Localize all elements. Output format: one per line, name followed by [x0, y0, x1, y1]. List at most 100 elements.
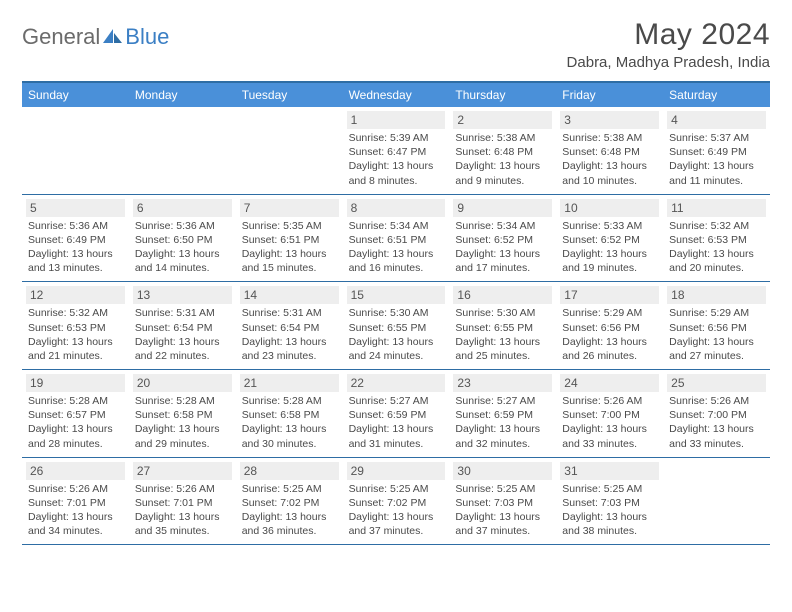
day-cell: 27 Sunrise: 5:26 AMSunset: 7:01 PMDayligh…	[129, 458, 236, 545]
empty-cell	[129, 107, 236, 194]
day-info: Sunrise: 5:28 AMSunset: 6:58 PMDaylight:…	[133, 394, 232, 451]
day-number: 27	[133, 462, 232, 480]
day-cell: 6Sunrise: 5:36 AMSunset: 6:50 PMDaylight…	[129, 195, 236, 282]
day-cell: 7Sunrise: 5:35 AMSunset: 6:51 PMDaylight…	[236, 195, 343, 282]
day-info: Sunrise: 5:28 AMSunset: 6:58 PMDaylight:…	[240, 394, 339, 451]
day-number: 24	[560, 374, 659, 392]
day-number: 16	[453, 286, 552, 304]
day-info: Sunrise: 5:31 AMSunset: 6:54 PMDaylight:…	[240, 306, 339, 363]
day-cell: 11 Sunrise: 5:32 AMSunset: 6:53 PMDayligh…	[663, 195, 770, 282]
day-info: Sunrise: 5:26 AMSunset: 7:01 PMDaylight:…	[26, 482, 125, 539]
day-number: 5	[26, 199, 125, 217]
day-number: 19	[26, 374, 125, 392]
day-cell: 30 Sunrise: 5:25 AMSunset: 7:03 PMDayligh…	[449, 458, 556, 545]
empty-cell	[663, 458, 770, 545]
day-cell: 23Sunrise: 5:27 AMSunset: 6:59 PMDayligh…	[449, 370, 556, 457]
logo: General Blue	[22, 18, 169, 50]
day-cell: 24 Sunrise: 5:26 AMSunset: 7:00 PMDayligh…	[556, 370, 663, 457]
day-cell: 19Sunrise: 5:28 AMSunset: 6:57 PMDayligh…	[22, 370, 129, 457]
day-cell: 16 Sunrise: 5:30 AMSunset: 6:55 PMDayligh…	[449, 282, 556, 369]
day-cell: 1Sunrise: 5:39 AMSunset: 6:47 PMDaylight…	[343, 107, 450, 194]
day-number: 25	[667, 374, 766, 392]
day-number: 4	[667, 111, 766, 129]
day-cell: 8 Sunrise: 5:34 AMSunset: 6:51 PMDaylight…	[343, 195, 450, 282]
day-info: Sunrise: 5:34 AMSunset: 6:51 PMDaylight:…	[347, 219, 446, 276]
day-info: Sunrise: 5:31 AMSunset: 6:54 PMDaylight:…	[133, 306, 232, 363]
day-info: Sunrise: 5:25 AMSunset: 7:03 PMDaylight:…	[453, 482, 552, 539]
day-cell: 13Sunrise: 5:31 AMSunset: 6:54 PMDayligh…	[129, 282, 236, 369]
day-cell: 25Sunrise: 5:26 AMSunset: 7:00 PMDayligh…	[663, 370, 770, 457]
day-info: Sunrise: 5:32 AMSunset: 6:53 PMDaylight:…	[26, 306, 125, 363]
empty-cell	[236, 107, 343, 194]
day-number: 3	[560, 111, 659, 129]
day-number: 6	[133, 199, 232, 217]
day-cell: 4Sunrise: 5:37 AMSunset: 6:49 PMDaylight…	[663, 107, 770, 194]
day-cell: 21 Sunrise: 5:28 AMSunset: 6:58 PMDayligh…	[236, 370, 343, 457]
day-cell: 20 Sunrise: 5:28 AMSunset: 6:58 PMDayligh…	[129, 370, 236, 457]
day-info: Sunrise: 5:38 AMSunset: 6:48 PMDaylight:…	[453, 131, 552, 188]
week-row: 19Sunrise: 5:28 AMSunset: 6:57 PMDayligh…	[22, 370, 770, 458]
day-cell: 12 Sunrise: 5:32 AMSunset: 6:53 PMDayligh…	[22, 282, 129, 369]
logo-sail-icon	[103, 29, 123, 43]
day-info: Sunrise: 5:39 AMSunset: 6:47 PMDaylight:…	[347, 131, 446, 188]
day-cell: 28 Sunrise: 5:25 AMSunset: 7:02 PMDayligh…	[236, 458, 343, 545]
day-number: 21	[240, 374, 339, 392]
day-cell: 9Sunrise: 5:34 AMSunset: 6:52 PMDaylight…	[449, 195, 556, 282]
day-cell: 17 Sunrise: 5:29 AMSunset: 6:56 PMDayligh…	[556, 282, 663, 369]
day-info: Sunrise: 5:38 AMSunset: 6:48 PMDaylight:…	[560, 131, 659, 188]
day-cell: 14 Sunrise: 5:31 AMSunset: 6:54 PMDayligh…	[236, 282, 343, 369]
day-number: 22	[347, 374, 446, 392]
day-header-row: SundayMondayTuesdayWednesdayThursdayFrid…	[22, 83, 770, 107]
calendar: SundayMondayTuesdayWednesdayThursdayFrid…	[22, 81, 770, 545]
day-info: Sunrise: 5:36 AMSunset: 6:49 PMDaylight:…	[26, 219, 125, 276]
day-number: 2	[453, 111, 552, 129]
day-cell: 31Sunrise: 5:25 AMSunset: 7:03 PMDayligh…	[556, 458, 663, 545]
day-info: Sunrise: 5:33 AMSunset: 6:52 PMDaylight:…	[560, 219, 659, 276]
logo-text-blue: Blue	[125, 24, 169, 50]
location-text: Dabra, Madhya Pradesh, India	[567, 54, 770, 71]
day-info: Sunrise: 5:30 AMSunset: 6:55 PMDaylight:…	[453, 306, 552, 363]
day-cell: 22 Sunrise: 5:27 AMSunset: 6:59 PMDayligh…	[343, 370, 450, 457]
day-info: Sunrise: 5:29 AMSunset: 6:56 PMDaylight:…	[560, 306, 659, 363]
day-info: Sunrise: 5:25 AMSunset: 7:02 PMDaylight:…	[347, 482, 446, 539]
day-cell: 10 Sunrise: 5:33 AMSunset: 6:52 PMDayligh…	[556, 195, 663, 282]
week-row: 12 Sunrise: 5:32 AMSunset: 6:53 PMDayligh…	[22, 282, 770, 370]
day-number: 8	[347, 199, 446, 217]
day-cell: 18 Sunrise: 5:29 AMSunset: 6:56 PMDayligh…	[663, 282, 770, 369]
day-number: 20	[133, 374, 232, 392]
day-info: Sunrise: 5:26 AMSunset: 7:00 PMDaylight:…	[560, 394, 659, 451]
day-number: 17	[560, 286, 659, 304]
day-cell: 26Sunrise: 5:26 AMSunset: 7:01 PMDayligh…	[22, 458, 129, 545]
day-header-cell: Friday	[556, 83, 663, 107]
day-info: Sunrise: 5:27 AMSunset: 6:59 PMDaylight:…	[347, 394, 446, 451]
day-header-cell: Sunday	[22, 83, 129, 107]
week-row: 5 Sunrise: 5:36 AMSunset: 6:49 PMDaylight…	[22, 195, 770, 283]
day-number: 11	[667, 199, 766, 217]
day-number: 12	[26, 286, 125, 304]
day-number: 18	[667, 286, 766, 304]
day-info: Sunrise: 5:32 AMSunset: 6:53 PMDaylight:…	[667, 219, 766, 276]
day-cell: 2 Sunrise: 5:38 AMSunset: 6:48 PMDaylight…	[449, 107, 556, 194]
day-info: Sunrise: 5:25 AMSunset: 7:03 PMDaylight:…	[560, 482, 659, 539]
day-number: 23	[453, 374, 552, 392]
day-number: 28	[240, 462, 339, 480]
title-block: May 2024 Dabra, Madhya Pradesh, India	[567, 18, 770, 71]
day-info: Sunrise: 5:26 AMSunset: 7:01 PMDaylight:…	[133, 482, 232, 539]
day-header-cell: Wednesday	[343, 83, 450, 107]
day-number: 30	[453, 462, 552, 480]
day-header-cell: Saturday	[663, 83, 770, 107]
day-number: 7	[240, 199, 339, 217]
day-header-cell: Monday	[129, 83, 236, 107]
day-number: 29	[347, 462, 446, 480]
day-cell: 3 Sunrise: 5:38 AMSunset: 6:48 PMDaylight…	[556, 107, 663, 194]
week-row: 1Sunrise: 5:39 AMSunset: 6:47 PMDaylight…	[22, 107, 770, 195]
month-title: May 2024	[567, 18, 770, 52]
day-cell: 29 Sunrise: 5:25 AMSunset: 7:02 PMDayligh…	[343, 458, 450, 545]
day-header-cell: Thursday	[449, 83, 556, 107]
day-info: Sunrise: 5:25 AMSunset: 7:02 PMDaylight:…	[240, 482, 339, 539]
day-number: 14	[240, 286, 339, 304]
empty-cell	[22, 107, 129, 194]
day-number: 9	[453, 199, 552, 217]
day-info: Sunrise: 5:29 AMSunset: 6:56 PMDaylight:…	[667, 306, 766, 363]
day-number: 10	[560, 199, 659, 217]
